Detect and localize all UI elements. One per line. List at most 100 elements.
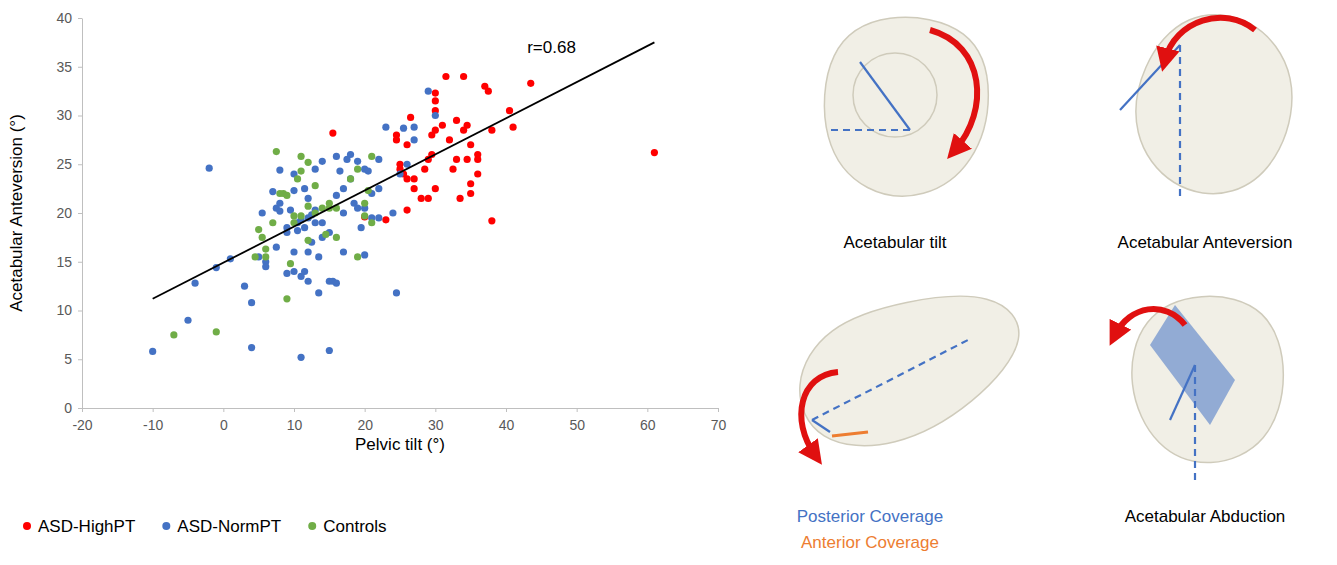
reference-line	[812, 340, 968, 420]
x-tick-label: -20	[72, 417, 92, 433]
y-axis: 0510152025303540	[56, 10, 82, 416]
series-points	[170, 148, 375, 339]
point	[464, 122, 471, 129]
point	[294, 175, 301, 182]
point	[206, 165, 213, 172]
legend-label: ASD-NormPT	[177, 517, 281, 536]
point	[319, 158, 326, 165]
point	[393, 136, 400, 143]
x-tick: 50	[569, 408, 585, 433]
point	[269, 219, 276, 226]
point	[305, 248, 312, 255]
point	[403, 206, 410, 213]
figure: -20-100102030405060700510152025303540Pel…	[0, 0, 1337, 565]
y-tick: 35	[56, 59, 82, 75]
y-axis-title: Acetabular Anteversion (°)	[7, 114, 26, 312]
point	[442, 73, 449, 80]
acetabulum	[853, 53, 937, 137]
point	[333, 234, 340, 241]
x-tick-mark	[82, 408, 83, 412]
x-tick-mark	[223, 408, 224, 412]
x-tick-mark	[506, 408, 507, 412]
point	[467, 180, 474, 187]
point	[432, 127, 439, 134]
y-tick: 30	[56, 107, 82, 123]
point	[432, 185, 439, 192]
y-tick: 0	[64, 400, 82, 416]
point	[301, 224, 308, 231]
y-axis-line	[82, 19, 83, 409]
point	[336, 167, 343, 174]
point	[315, 253, 322, 260]
y-tick-mark	[78, 311, 82, 312]
x-tick-label: 30	[428, 417, 444, 433]
point	[340, 209, 347, 216]
y-tick-mark	[78, 408, 82, 409]
point	[262, 263, 269, 270]
x-tick-label: 10	[287, 417, 303, 433]
y-tick-mark	[78, 359, 82, 360]
point	[347, 175, 354, 182]
y-tick-label: 5	[64, 351, 72, 367]
point	[432, 97, 439, 104]
point	[432, 112, 439, 119]
point	[347, 151, 354, 158]
point	[354, 253, 361, 260]
point	[375, 214, 382, 221]
point	[184, 317, 191, 324]
point	[403, 175, 410, 182]
x-tick-mark	[153, 408, 154, 412]
point	[474, 170, 481, 177]
reference-line	[860, 62, 910, 130]
y-tick: 25	[56, 156, 82, 172]
point	[527, 80, 534, 87]
reference-line	[812, 420, 830, 432]
x-tick-label: 40	[499, 417, 515, 433]
x-tick: 40	[499, 408, 515, 433]
rotation-arrow	[930, 30, 977, 150]
point	[315, 289, 322, 296]
x-tick: 60	[640, 408, 656, 433]
point	[439, 122, 446, 129]
point	[365, 167, 372, 174]
point	[393, 289, 400, 296]
point	[361, 200, 368, 207]
plot-area	[149, 42, 658, 361]
y-tick-mark	[78, 18, 82, 19]
y-tick-mark	[78, 67, 82, 68]
point	[368, 153, 375, 160]
point	[354, 205, 361, 212]
point	[312, 182, 319, 189]
rotation-arrow	[1115, 309, 1185, 335]
legend-marker	[308, 522, 316, 530]
x-tick-label: 20	[357, 417, 373, 433]
point	[375, 156, 382, 163]
point	[411, 136, 418, 143]
point	[319, 219, 326, 226]
point	[287, 260, 294, 267]
x-tick: 0	[220, 408, 228, 433]
series-points	[149, 88, 439, 361]
point	[248, 299, 255, 306]
y-tick: 10	[56, 302, 82, 318]
point	[283, 192, 290, 199]
y-tick-label: 25	[56, 156, 72, 172]
y-tick-mark	[78, 213, 82, 214]
point	[347, 175, 354, 182]
point	[432, 89, 439, 96]
point	[259, 209, 266, 216]
rotation-arrow	[801, 372, 838, 455]
point	[301, 185, 308, 192]
y-tick: 15	[56, 254, 82, 270]
point	[262, 245, 269, 252]
point	[485, 88, 492, 95]
point	[149, 348, 156, 355]
point	[488, 217, 495, 224]
point	[290, 248, 297, 255]
point	[301, 268, 308, 275]
point	[326, 200, 333, 207]
point	[403, 141, 410, 148]
y-tick-label: 10	[56, 302, 72, 318]
x-tick-mark	[365, 408, 366, 412]
x-tick: 30	[428, 408, 444, 433]
